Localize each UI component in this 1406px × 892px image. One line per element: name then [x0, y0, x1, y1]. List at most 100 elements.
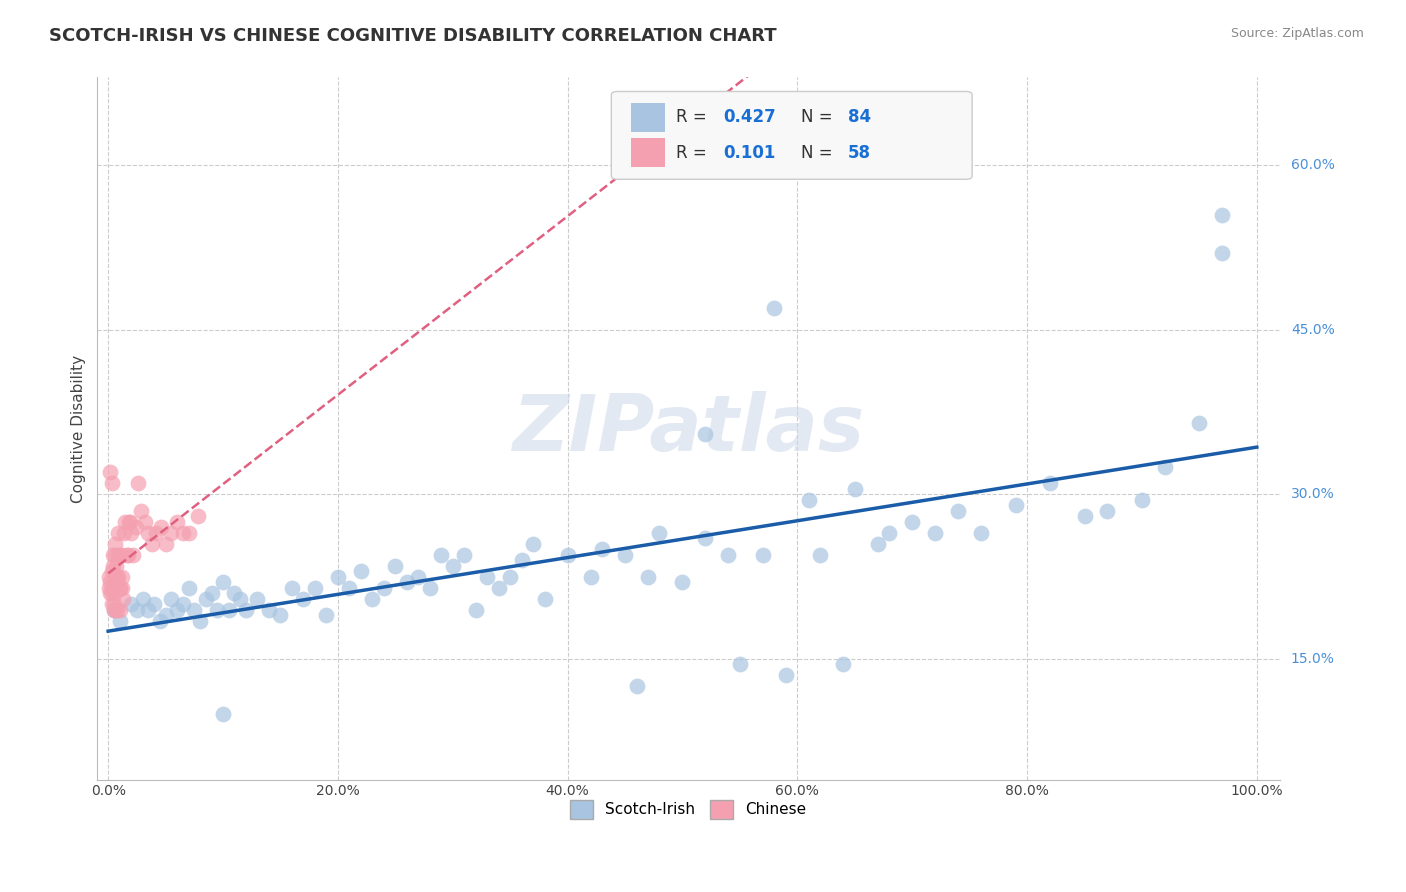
- Point: [292, 591, 315, 606]
- Point: [100, 586, 122, 600]
- Point: [510, 553, 533, 567]
- Point: [100, 564, 122, 578]
- Point: [1211, 208, 1233, 222]
- Text: N =: N =: [800, 144, 838, 161]
- Text: 0.101: 0.101: [724, 144, 776, 161]
- Point: [695, 427, 717, 442]
- Text: 45.0%: 45.0%: [1291, 323, 1334, 337]
- Point: [246, 591, 269, 606]
- Point: [108, 614, 131, 628]
- Point: [395, 575, 418, 590]
- Point: [207, 602, 229, 616]
- Point: [373, 581, 395, 595]
- Point: [105, 581, 128, 595]
- Point: [946, 504, 969, 518]
- Point: [104, 537, 127, 551]
- Point: [717, 548, 740, 562]
- Point: [155, 608, 177, 623]
- Point: [134, 515, 156, 529]
- Point: [752, 548, 775, 562]
- Point: [108, 581, 131, 595]
- Point: [103, 581, 125, 595]
- Point: [235, 602, 257, 616]
- Point: [103, 597, 125, 611]
- Point: [100, 575, 122, 590]
- Point: [105, 569, 128, 583]
- Point: [104, 586, 127, 600]
- Point: [304, 581, 326, 595]
- Point: [160, 591, 183, 606]
- Point: [114, 515, 136, 529]
- Point: [763, 301, 786, 315]
- Point: [149, 614, 172, 628]
- Point: [350, 564, 373, 578]
- Point: [131, 504, 153, 518]
- Point: [98, 569, 121, 583]
- Text: Source: ZipAtlas.com: Source: ZipAtlas.com: [1230, 27, 1364, 40]
- Point: [1130, 492, 1153, 507]
- Point: [105, 558, 128, 573]
- Point: [1211, 246, 1233, 260]
- Point: [218, 602, 240, 616]
- Point: [257, 602, 280, 616]
- Y-axis label: Cognitive Disability: Cognitive Disability: [72, 354, 86, 502]
- Point: [183, 602, 205, 616]
- Point: [430, 548, 453, 562]
- Point: [1073, 509, 1095, 524]
- Point: [111, 581, 134, 595]
- Point: [1188, 416, 1211, 430]
- Legend: Scotch-Irish, Chinese: Scotch-Irish, Chinese: [564, 794, 813, 824]
- Point: [212, 706, 235, 721]
- Point: [98, 581, 121, 595]
- Point: [671, 575, 693, 590]
- Point: [103, 575, 125, 590]
- Point: [103, 602, 125, 616]
- Point: [160, 525, 183, 540]
- Point: [118, 515, 141, 529]
- Point: [107, 569, 129, 583]
- Point: [361, 591, 384, 606]
- Text: 60.0%: 60.0%: [1291, 158, 1334, 172]
- Point: [101, 558, 124, 573]
- Point: [488, 581, 510, 595]
- Point: [728, 657, 751, 672]
- Point: [1097, 504, 1119, 518]
- Point: [637, 569, 659, 583]
- Point: [1154, 459, 1177, 474]
- Point: [406, 569, 429, 583]
- Point: [155, 537, 177, 551]
- Point: [103, 602, 125, 616]
- Point: [105, 602, 128, 616]
- Point: [499, 569, 522, 583]
- Text: 84: 84: [848, 109, 872, 127]
- Text: N =: N =: [800, 109, 838, 127]
- Point: [522, 537, 544, 551]
- Point: [115, 548, 138, 562]
- Point: [695, 531, 717, 545]
- Point: [107, 548, 129, 562]
- Point: [100, 586, 122, 600]
- Point: [453, 548, 475, 562]
- Point: [224, 586, 246, 600]
- Point: [141, 537, 163, 551]
- Point: [832, 657, 855, 672]
- Point: [122, 548, 145, 562]
- Point: [797, 492, 820, 507]
- Point: [1039, 476, 1062, 491]
- Point: [384, 558, 406, 573]
- Point: [326, 569, 349, 583]
- Point: [108, 602, 131, 616]
- Point: [138, 602, 160, 616]
- Point: [131, 591, 153, 606]
- Point: [1004, 499, 1026, 513]
- Point: [229, 591, 252, 606]
- Point: [626, 679, 648, 693]
- Point: [808, 548, 831, 562]
- Point: [337, 581, 360, 595]
- Point: [127, 476, 149, 491]
- Point: [877, 525, 900, 540]
- Point: [177, 581, 200, 595]
- Text: 58: 58: [848, 144, 870, 161]
- Point: [100, 466, 122, 480]
- Point: [866, 537, 889, 551]
